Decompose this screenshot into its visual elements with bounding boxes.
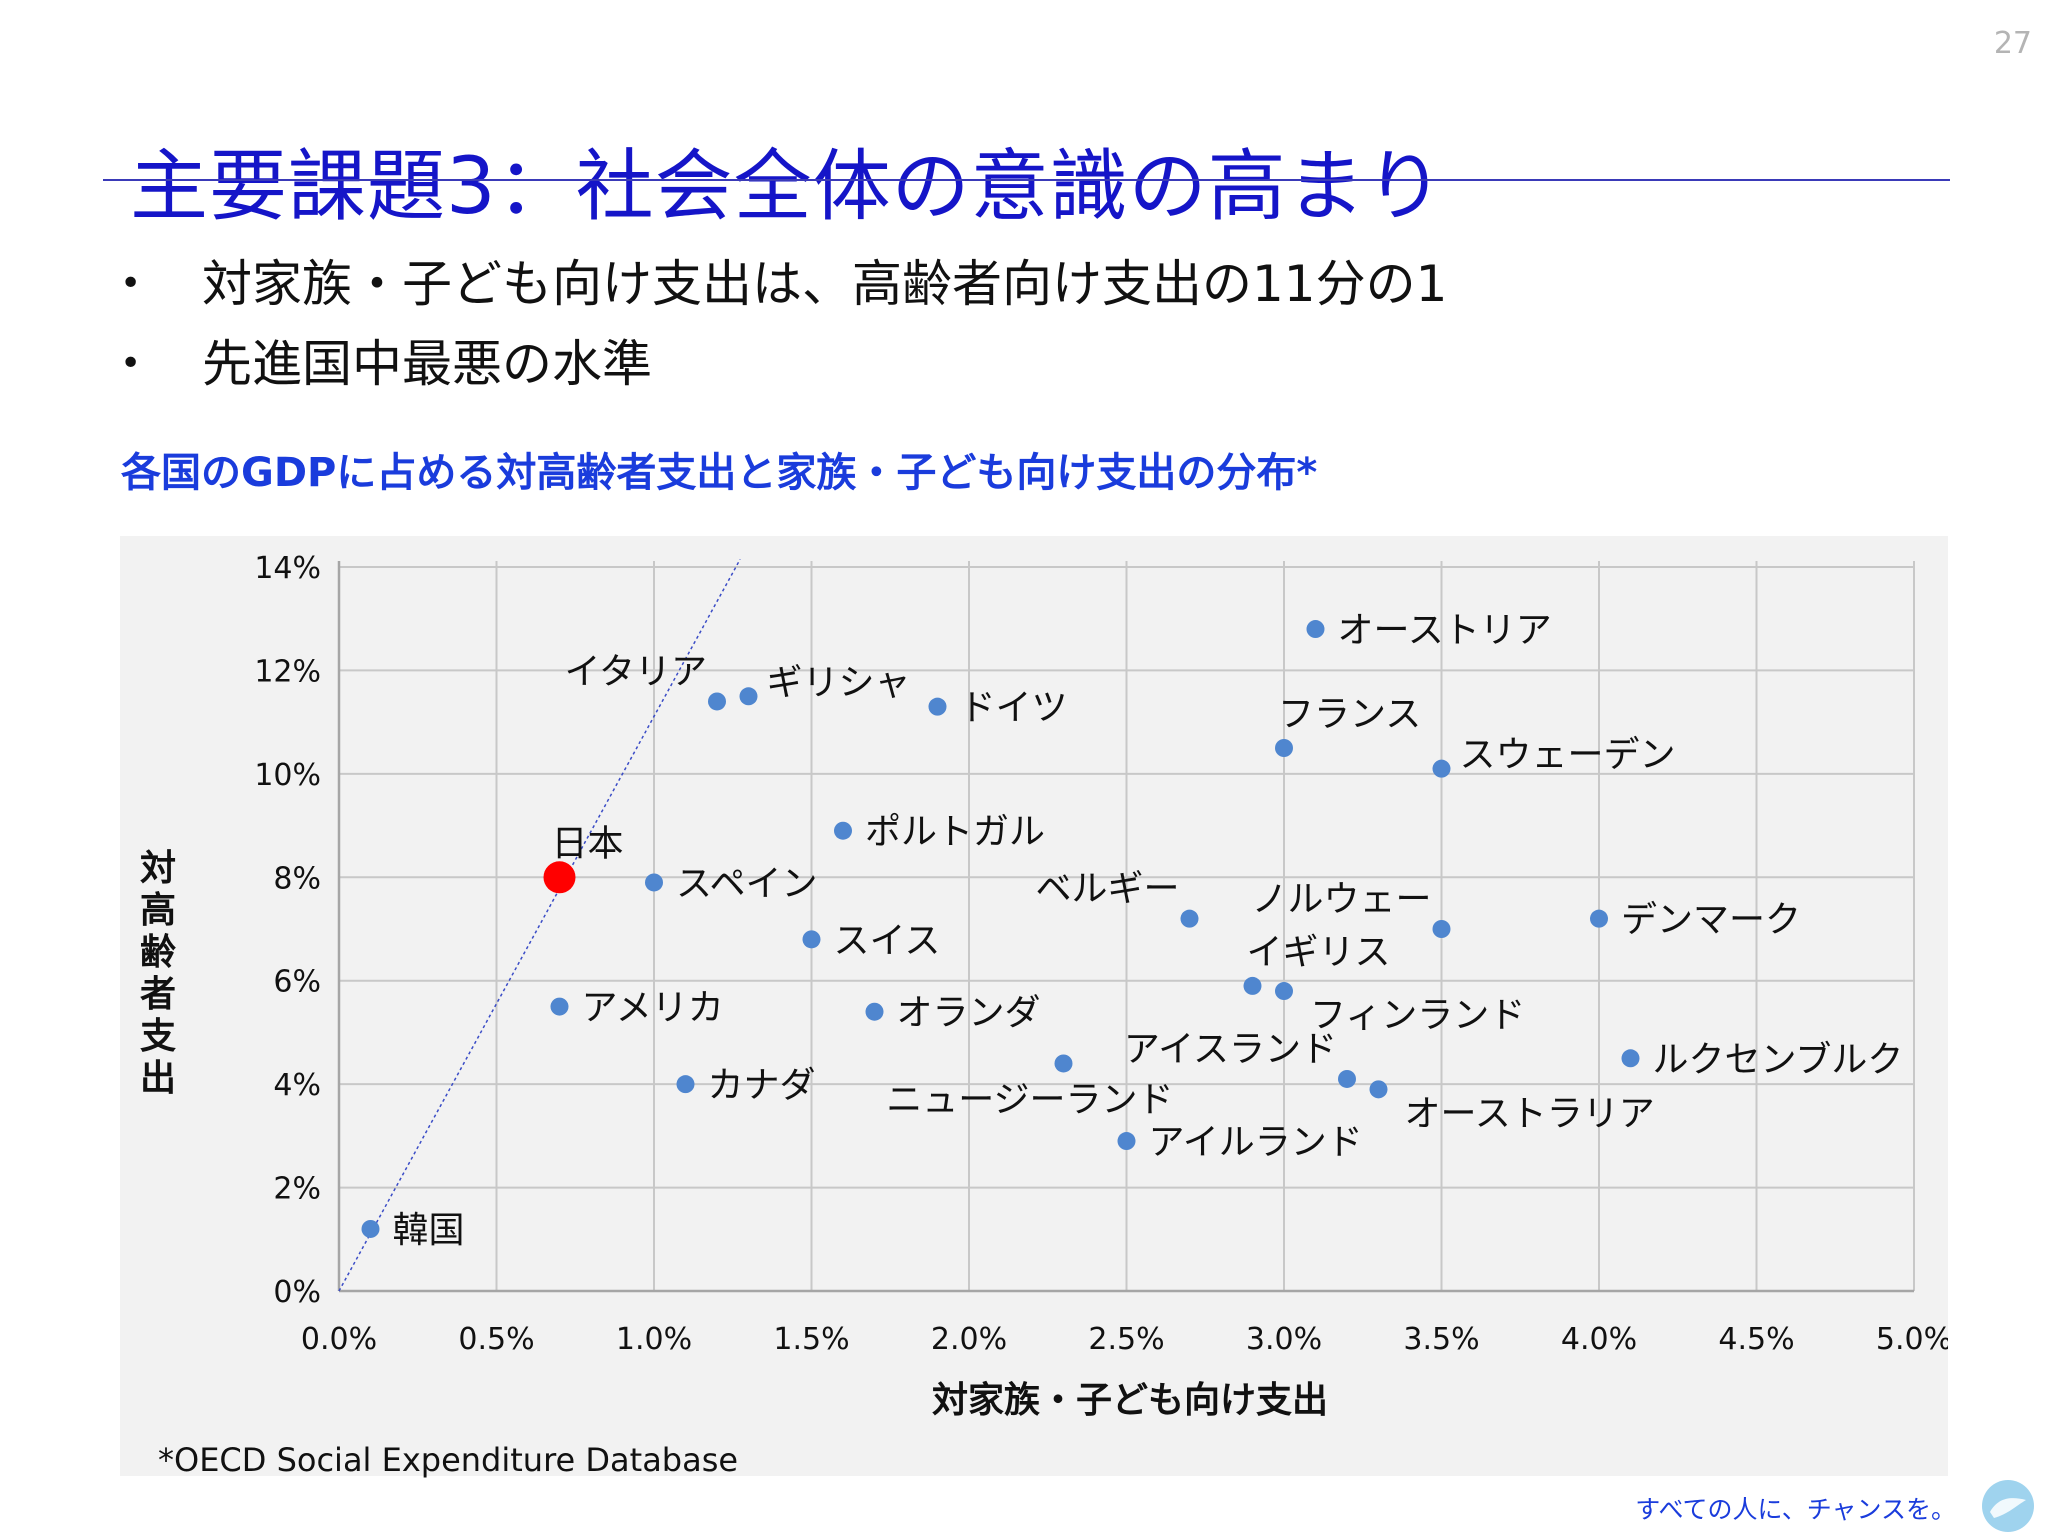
slide-title: 主要課題3：社会全体の意識の高まり [130, 142, 1445, 233]
point-label: イタリア [564, 651, 707, 692]
y-tick-label: 2% [273, 1172, 321, 1207]
x-tick-label: 2.0% [931, 1322, 1007, 1357]
x-tick-label: 4.0% [1561, 1322, 1637, 1357]
data-point [834, 821, 852, 840]
bullet-item: • 先進国中最悪の水準 [120, 324, 1447, 404]
bullet-item: • 対家族・子ども向け支出は、高齢者向け支出の11分の1 [120, 244, 1447, 324]
point-label: カナダ [708, 1065, 816, 1106]
chart-tick-labels: 0.0% 0.5% 1.0% 1.5% 2.0% 2.5% 3.0% 3.5% 4.0% 4.5%… [254, 551, 1948, 1357]
data-point [1275, 982, 1293, 1001]
chart-axes [337, 561, 1914, 1293]
point-label: スウェーデン [1460, 735, 1676, 776]
point-label: ルクセンブルク [1653, 1039, 1904, 1080]
title-divider [103, 179, 1950, 181]
point-label: アイスランド [1124, 1029, 1337, 1070]
x-tick-label: 1.5% [773, 1322, 849, 1357]
data-point [928, 697, 947, 716]
chart-title: 各国のGDPに占める対高齢者支出と家族・子ども向け支出の分布* [121, 450, 1318, 496]
data-point [1369, 1080, 1388, 1099]
y-tick-label: 14% [254, 551, 321, 586]
data-point [1180, 909, 1199, 928]
chart-points [361, 620, 1640, 1238]
y-tick-label: 6% [273, 965, 321, 1000]
data-point [1621, 1049, 1640, 1068]
point-label: ノルウェー [1251, 879, 1431, 920]
bullet-marker: • [120, 263, 142, 304]
y-tick-label: 8% [273, 861, 321, 896]
data-point [865, 1002, 884, 1021]
data-point [739, 687, 758, 706]
point-label: フランス [1278, 694, 1421, 735]
data-point [1338, 1069, 1356, 1088]
data-point [1432, 920, 1451, 938]
data-point [1590, 909, 1608, 928]
point-label: オランダ [897, 993, 1041, 1034]
data-point [1243, 976, 1262, 995]
bullet-list: • 対家族・子ども向け支出は、高齢者向け支出の11分の1 • 先進国中最悪の水準 [120, 244, 1447, 404]
chart-reference-line [338, 558, 741, 1292]
y-tick-label: 12% [254, 654, 321, 689]
data-point [708, 692, 726, 711]
data-point [1054, 1054, 1073, 1073]
data-point [361, 1219, 380, 1238]
point-label: ポルトガル [865, 812, 1045, 853]
data-point [1275, 739, 1293, 757]
y-tick-label: 0% [273, 1275, 321, 1310]
y-tick-label: 4% [273, 1068, 321, 1103]
data-point [1432, 759, 1451, 778]
chart-grid [339, 561, 1915, 1291]
point-label: ギリシャ [767, 662, 911, 703]
x-tick-label: 5.0% [1876, 1322, 1948, 1357]
data-point [1306, 620, 1325, 639]
point-label: ニュージーランド [886, 1079, 1173, 1120]
scatter-chart: 0.0% 0.5% 1.0% 1.5% 2.0% 2.5% 3.0% 3.5% 4.0% 4.5%… [140, 551, 1948, 1421]
tagline: すべての人に、チャンスを。 [1635, 1495, 1956, 1524]
x-tick-label: 1.0% [616, 1322, 692, 1357]
point-label: 韓国 [393, 1210, 465, 1251]
logo-icon [1982, 1480, 2034, 1532]
x-tick-label: 4.5% [1718, 1322, 1794, 1357]
point-label: スペイン [676, 863, 817, 904]
bullet-text: 対家族・子ども向け支出は、高齢者向け支出の11分の1 [202, 255, 1448, 313]
x-tick-label: 0.5% [458, 1322, 534, 1357]
data-point-highlight [543, 861, 576, 894]
point-label: スイス [834, 920, 941, 961]
footnote: *OECD Social Expenditure Database [158, 1441, 739, 1479]
point-label: ベルギー [1035, 869, 1179, 910]
point-label: 日本 [552, 823, 624, 864]
data-point [802, 930, 821, 949]
point-label: アイルランド [1149, 1122, 1363, 1163]
bullet-marker: • [120, 343, 142, 384]
x-axis-title: 対家族・子ども向け支出 [932, 1380, 1328, 1421]
data-point [645, 873, 663, 892]
reference-line [338, 558, 741, 1292]
x-tick-label: 2.5% [1088, 1322, 1164, 1357]
point-label: オーストラリア [1405, 1093, 1655, 1134]
point-label: フィンランド [1310, 995, 1525, 1036]
point-label: イギリス [1247, 932, 1391, 973]
data-point [1117, 1132, 1136, 1151]
chart-panel: 0.0% 0.5% 1.0% 1.5% 2.0% 2.5% 3.0% 3.5% 4.0% 4.5%… [120, 536, 1948, 1476]
data-point [550, 997, 569, 1016]
point-label: オーストリア [1338, 610, 1552, 651]
point-label: ドイツ [960, 688, 1068, 729]
y-tick-label: 10% [254, 758, 321, 793]
bullet-text: 先進国中最悪の水準 [202, 335, 652, 393]
page-number: 27 [1993, 26, 2032, 61]
data-point [676, 1075, 695, 1094]
point-label: デンマーク [1621, 900, 1801, 941]
x-tick-label: 3.0% [1246, 1322, 1322, 1357]
y-axis-title: 対高齢者支出 [140, 848, 176, 1099]
point-label: アメリカ [582, 988, 724, 1029]
x-tick-label: 3.5% [1403, 1322, 1479, 1357]
x-tick-label: 0.0% [301, 1322, 377, 1357]
